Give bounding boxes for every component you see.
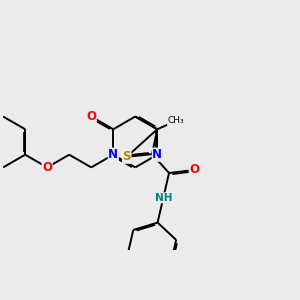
Text: N: N xyxy=(108,148,118,161)
Text: S: S xyxy=(122,150,131,163)
Text: NH: NH xyxy=(154,193,172,203)
Text: O: O xyxy=(86,110,96,123)
Text: O: O xyxy=(42,161,52,174)
Text: N: N xyxy=(152,148,162,161)
Text: O: O xyxy=(189,164,199,176)
Text: CH₃: CH₃ xyxy=(168,116,184,125)
